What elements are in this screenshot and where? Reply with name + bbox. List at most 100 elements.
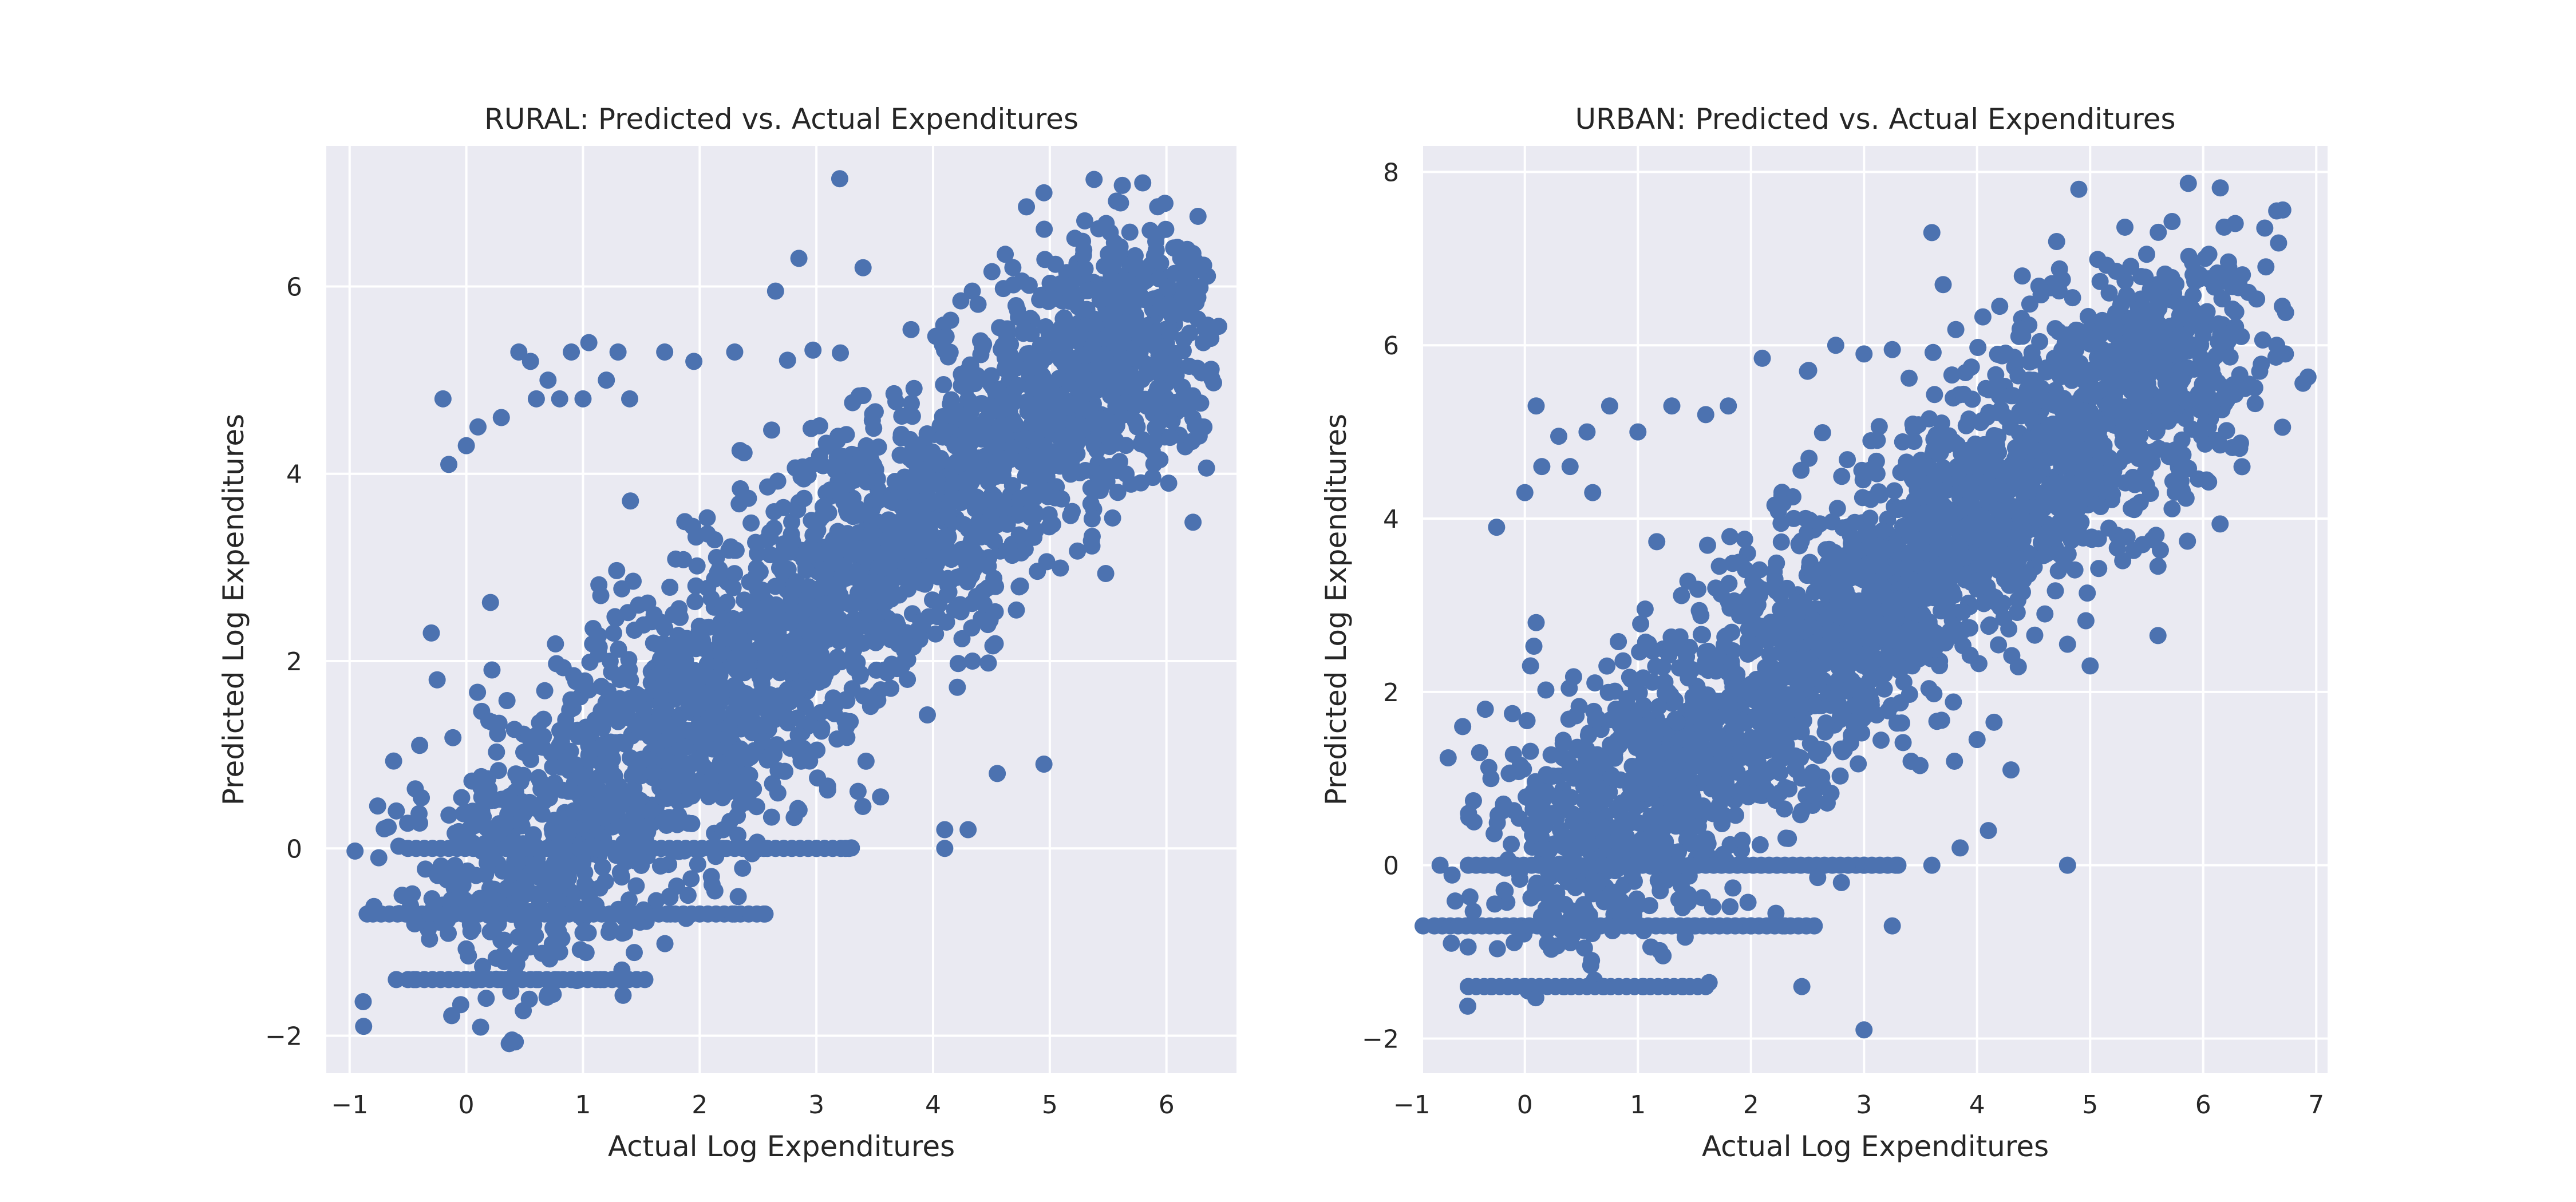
rural-data-point bbox=[1113, 176, 1131, 194]
rural-data-point bbox=[552, 733, 570, 750]
rural-data-point bbox=[1018, 198, 1036, 216]
urban-data-point bbox=[1931, 442, 1949, 460]
urban-data-point bbox=[1797, 509, 1815, 527]
rural-data-point bbox=[527, 390, 545, 408]
rural-data-point bbox=[790, 250, 808, 267]
urban-data-point bbox=[1795, 593, 1812, 611]
rural-data-point bbox=[492, 409, 510, 426]
urban-data-point bbox=[1961, 646, 1979, 664]
rural-data-point bbox=[354, 993, 372, 1011]
rural-data-point bbox=[686, 662, 704, 679]
urban-x-tick-label: 4 bbox=[1969, 1090, 1985, 1120]
rural-data-point bbox=[989, 765, 1006, 782]
rural-data-point bbox=[393, 887, 411, 904]
rural-data-point bbox=[676, 513, 694, 531]
rural-data-point bbox=[422, 624, 440, 642]
rural-data-point bbox=[949, 547, 967, 565]
rural-data-point bbox=[405, 971, 422, 989]
rural-data-point bbox=[1105, 234, 1123, 251]
urban-data-point bbox=[1790, 535, 1808, 553]
rural-data-point bbox=[1149, 198, 1167, 216]
rural-data-point bbox=[878, 664, 896, 682]
rural-data-point bbox=[600, 923, 618, 941]
urban-data-point bbox=[1868, 706, 1886, 723]
rural-data-point bbox=[809, 671, 827, 689]
rural-x-tick-label: 2 bbox=[692, 1090, 708, 1120]
rural-data-point bbox=[584, 620, 602, 638]
rural-data-point bbox=[615, 971, 633, 989]
rural-data-point bbox=[1042, 377, 1060, 395]
rural-data-point bbox=[687, 528, 705, 546]
rural-data-point bbox=[1060, 357, 1078, 375]
rural-data-point bbox=[490, 714, 508, 732]
rural-data-point bbox=[962, 532, 980, 549]
rural-data-point bbox=[469, 683, 487, 701]
rural-data-point bbox=[742, 514, 760, 532]
rural-data-point bbox=[952, 292, 970, 310]
urban-data-point bbox=[2256, 219, 2274, 237]
rural-data-point bbox=[785, 631, 803, 649]
rural-data-point bbox=[850, 387, 868, 405]
rural-data-point bbox=[1072, 393, 1090, 410]
rural-data-point bbox=[632, 723, 650, 741]
urban-data-point bbox=[2030, 277, 2048, 295]
rural-data-point bbox=[1052, 559, 1069, 577]
urban-data-point bbox=[1931, 657, 1949, 674]
rural-data-point bbox=[885, 494, 903, 512]
rural-data-point bbox=[790, 801, 808, 819]
rural-data-point bbox=[986, 491, 1003, 509]
rural-data-point bbox=[524, 740, 542, 757]
urban-data-point bbox=[1804, 764, 1822, 781]
rural-data-point bbox=[832, 457, 850, 475]
rural-data-point bbox=[936, 840, 954, 857]
rural-data-point bbox=[742, 748, 760, 766]
rural-data-point bbox=[857, 752, 875, 770]
rural-data-point bbox=[758, 478, 776, 496]
rural-data-point bbox=[453, 789, 471, 806]
rural-data-point bbox=[457, 971, 475, 989]
rural-data-point bbox=[962, 402, 980, 420]
urban-y-tick-label: 8 bbox=[1383, 158, 1399, 187]
rural-data-point bbox=[1138, 366, 1156, 383]
urban-data-point bbox=[2173, 431, 2191, 449]
rural-data-point bbox=[1171, 302, 1189, 319]
urban-data-point bbox=[2231, 366, 2249, 383]
urban-data-point bbox=[1544, 767, 1562, 785]
urban-data-point bbox=[1610, 632, 1627, 650]
rural-data-point bbox=[473, 802, 491, 820]
rural-data-point bbox=[535, 710, 552, 728]
urban-data-point bbox=[1900, 369, 1918, 387]
rural-data-point bbox=[606, 788, 623, 805]
rural-data-point bbox=[1097, 564, 1115, 582]
rural-data-point bbox=[688, 699, 706, 717]
urban-data-point bbox=[1582, 956, 1599, 974]
rural-data-point bbox=[793, 657, 811, 675]
rural-x-tick-label: 6 bbox=[1159, 1090, 1175, 1120]
urban-data-point bbox=[1800, 449, 1818, 467]
rural-data-point bbox=[1044, 290, 1061, 308]
rural-data-point bbox=[1084, 433, 1102, 450]
rural-data-point bbox=[444, 729, 462, 746]
urban-data-point bbox=[2294, 374, 2312, 392]
rural-data-point bbox=[661, 579, 679, 596]
rural-data-point bbox=[370, 849, 388, 867]
rural-data-point bbox=[959, 431, 977, 449]
urban-data-point bbox=[2112, 297, 2129, 315]
rural-data-point bbox=[661, 887, 678, 905]
rural-x-tick-label: 3 bbox=[808, 1090, 824, 1120]
rural-data-point bbox=[1059, 432, 1077, 449]
rural-data-point bbox=[711, 666, 729, 684]
rural-data-point bbox=[543, 935, 561, 952]
rural-data-point bbox=[729, 888, 747, 906]
rural-data-point bbox=[763, 421, 781, 439]
urban-y-tick-label: 4 bbox=[1383, 505, 1399, 534]
rural-data-point bbox=[452, 996, 469, 1014]
rural-data-point bbox=[1184, 513, 1202, 531]
urban-data-point bbox=[2059, 545, 2077, 563]
rural-data-point bbox=[1083, 528, 1101, 545]
rural-data-point bbox=[794, 458, 812, 476]
urban-data-point bbox=[1564, 668, 1582, 686]
urban-data-point bbox=[2079, 584, 2096, 602]
rural-data-point bbox=[457, 437, 475, 454]
urban-data-point bbox=[1698, 536, 1716, 554]
